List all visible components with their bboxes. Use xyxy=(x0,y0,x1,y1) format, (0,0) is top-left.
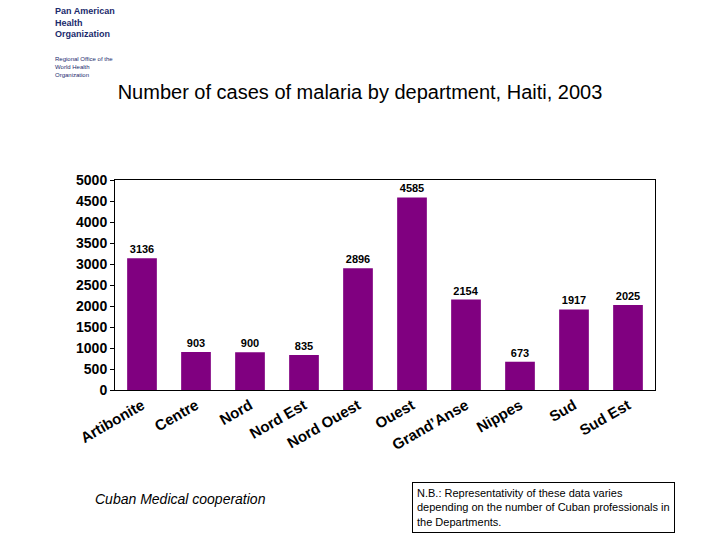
svg-text:3500: 3500 xyxy=(76,235,107,251)
svg-text:1500: 1500 xyxy=(76,319,107,335)
svg-text:2025: 2025 xyxy=(616,290,640,302)
svg-text:Centre: Centre xyxy=(152,396,202,434)
svg-text:500: 500 xyxy=(84,361,108,377)
svg-text:2500: 2500 xyxy=(76,277,107,293)
svg-text:2000: 2000 xyxy=(76,298,107,314)
svg-text:Nord: Nord xyxy=(216,396,255,428)
svg-text:Number of cases of malaria by: Number of cases of malaria by department… xyxy=(118,81,603,103)
svg-text:4585: 4585 xyxy=(400,182,424,194)
svg-text:Ouest: Ouest xyxy=(372,396,417,432)
svg-text:1000: 1000 xyxy=(76,340,107,356)
svg-text:Cuban Medical cooperation: Cuban Medical cooperation xyxy=(95,491,266,507)
svg-text:835: 835 xyxy=(295,340,313,352)
svg-text:Artibonite: Artibonite xyxy=(77,396,147,446)
svg-text:5000: 5000 xyxy=(76,172,107,188)
svg-text:Nord Est: Nord Est xyxy=(247,396,310,442)
svg-text:673: 673 xyxy=(511,347,529,359)
svg-text:3136: 3136 xyxy=(130,243,154,255)
svg-text:903: 903 xyxy=(187,337,205,349)
svg-text:N.B.: Representativity of thes: N.B.: Representativity of these data var… xyxy=(417,487,670,528)
svg-text:Sud Est: Sud Est xyxy=(576,396,633,439)
svg-text:4000: 4000 xyxy=(76,214,107,230)
svg-text:Nippes: Nippes xyxy=(473,396,525,436)
svg-text:Pan AmericanHealthOrganization: Pan AmericanHealthOrganization xyxy=(55,6,115,39)
svg-text:Nord Ouest: Nord Ouest xyxy=(284,396,363,452)
svg-text:Grand’Anse: Grand’Anse xyxy=(389,396,471,453)
svg-text:Regional Office of theWorld He: Regional Office of theWorld HealthOrgani… xyxy=(55,56,113,78)
svg-text:2154: 2154 xyxy=(453,285,478,297)
svg-text:3000: 3000 xyxy=(76,256,107,272)
svg-text:900: 900 xyxy=(241,337,259,349)
svg-text:2896: 2896 xyxy=(346,253,370,265)
svg-text:1917: 1917 xyxy=(562,294,586,306)
svg-text:Sud: Sud xyxy=(546,396,579,425)
svg-text:0: 0 xyxy=(99,382,107,398)
svg-text:4500: 4500 xyxy=(76,193,107,209)
